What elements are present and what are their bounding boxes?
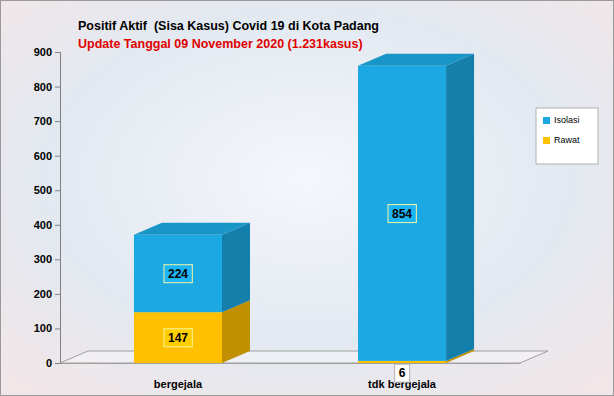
- y-tick-label: 300: [34, 253, 52, 265]
- x-axis: bergejala tdk bergejala: [61, 363, 521, 390]
- y-tick-label: 600: [34, 150, 52, 162]
- y-tick: 200: [34, 288, 60, 300]
- title: Positif Aktif (Sisa Kasus) Covid 19 di K…: [78, 19, 379, 33]
- y-tick-mark: [55, 363, 60, 364]
- x-tick-label: bergejala: [154, 378, 203, 390]
- data-label-text: 6: [399, 366, 406, 380]
- bar-top: [134, 223, 250, 235]
- y-tick-label: 700: [34, 115, 52, 127]
- bar-top: [358, 54, 474, 66]
- y-tick: 400: [34, 219, 60, 231]
- data-label-text: 224: [168, 267, 188, 281]
- data-label-text: 854: [392, 207, 412, 221]
- y-tick-mark: [55, 121, 60, 122]
- data-label: 854: [388, 205, 416, 223]
- legend-swatch: [543, 117, 550, 124]
- bar: [358, 361, 446, 363]
- y-tick: 300: [34, 253, 60, 265]
- legend-box: [536, 108, 598, 164]
- y-tick-label: 800: [34, 81, 52, 93]
- subtitle: Update Tanggal 09 November 2020 (1.231ka…: [78, 37, 363, 51]
- data-label-box: [388, 205, 416, 223]
- legend-swatch: [543, 137, 550, 144]
- data-label: 224: [164, 265, 192, 283]
- y-tick: 100: [34, 322, 60, 334]
- y-tick-label: 900: [34, 46, 52, 58]
- y-axis: 0 100 200 300 400 500 600 700 800 900: [34, 46, 61, 369]
- y-tick: 800: [34, 81, 60, 93]
- bar-side: [222, 223, 250, 312]
- legend: Isolasi Rawat: [536, 108, 598, 164]
- floor: [60, 351, 548, 363]
- data-label-box: [164, 329, 192, 347]
- data-label: 147: [164, 329, 192, 347]
- legend-label: Rawat: [554, 135, 580, 145]
- y-axis-line: [55, 53, 61, 364]
- y-tick-label: 400: [34, 219, 52, 231]
- y-tick-mark: [55, 156, 60, 157]
- y-tick-mark: [55, 225, 60, 226]
- y-tick-mark: [55, 52, 60, 53]
- y-tick-label: 0: [46, 357, 52, 369]
- y-tick-label: 100: [34, 322, 52, 334]
- bar: [358, 66, 446, 361]
- chart: Positif Aktif (Sisa Kasus) Covid 19 di K…: [0, 0, 614, 396]
- y-tick-mark: [55, 190, 60, 191]
- y-tick-label: 200: [34, 288, 52, 300]
- y-tick: 900: [34, 46, 60, 58]
- x-tick: bergejala: [154, 363, 203, 390]
- y-tick: 500: [34, 184, 60, 196]
- y-tick-mark: [55, 328, 60, 329]
- data-label-box: [164, 265, 192, 283]
- y-tick-mark: [55, 87, 60, 88]
- bar-side: [446, 54, 474, 361]
- data-label-box: [395, 364, 410, 382]
- data-labels: 147 6 224 854: [164, 205, 416, 383]
- data-label-text: 147: [168, 331, 188, 345]
- legend-label: Isolasi: [554, 115, 580, 125]
- y-tick: 600: [34, 150, 60, 162]
- bar: [134, 312, 222, 363]
- y-tick-label: 500: [34, 184, 52, 196]
- y-tick-mark: [55, 294, 60, 295]
- y-tick-mark: [55, 259, 60, 260]
- data-label: 6: [395, 364, 410, 382]
- y-tick: 0: [46, 357, 60, 369]
- y-tick: 700: [34, 115, 60, 127]
- bar: [134, 235, 222, 312]
- x-axis-line: [61, 363, 521, 364]
- background: [1, 1, 614, 396]
- plot: 0 100 200 300 400 500 600 700 800 900 bergejala tdk…: [34, 46, 548, 390]
- x-tick: tdk bergejala: [368, 363, 437, 390]
- bars: [134, 54, 474, 363]
